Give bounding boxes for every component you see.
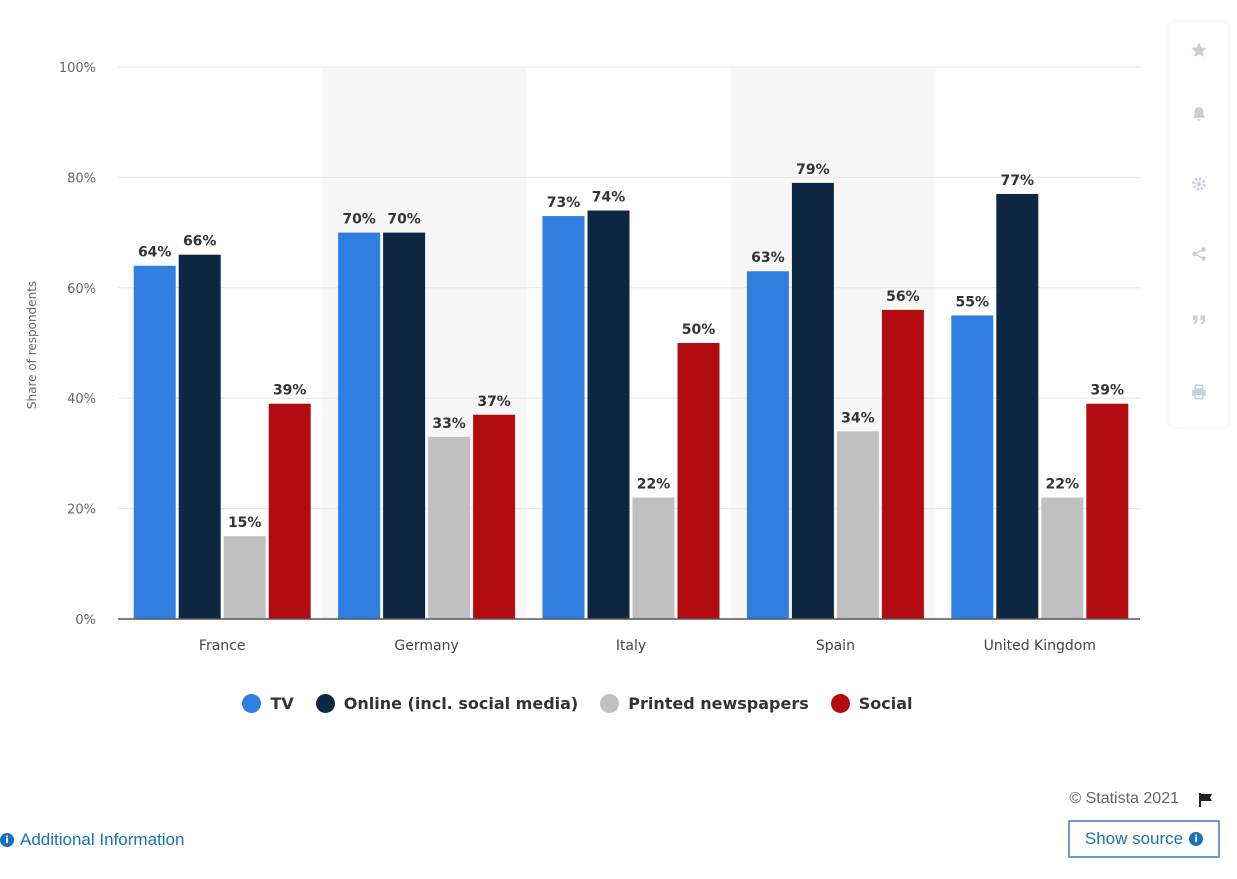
print-button[interactable] [1170, 366, 1228, 418]
bar[interactable] [383, 232, 426, 619]
data-label: 15% [228, 515, 262, 531]
bar[interactable] [542, 216, 585, 620]
data-label: 34% [841, 410, 875, 426]
legend-item-printed-newspapers[interactable]: Printed newspapers [600, 694, 809, 713]
bar[interactable] [881, 309, 924, 619]
data-label: 74% [592, 190, 626, 206]
data-labels: 64% 66% 15% 39% 70% 70% 33% 37% 73% 74% 22% 50% 63% 7… [138, 162, 1124, 531]
legend-marker [242, 694, 262, 713]
x-axis-labels: France Germany Italy Spain United Kingdom [199, 638, 1096, 654]
favorite-button[interactable] [1170, 24, 1228, 76]
legend-marker [600, 694, 620, 713]
data-label: 79% [796, 162, 830, 178]
data-label: 33% [432, 416, 466, 432]
data-label: 22% [637, 477, 671, 493]
bar[interactable] [677, 343, 720, 619]
info-icon: i [0, 833, 14, 847]
data-label: 64% [138, 245, 172, 261]
share-button[interactable] [1170, 228, 1228, 280]
bar-chart: 0%20%40%60%80%100% Share of respondents … [25, 61, 1140, 654]
y-tick-label: 0% [75, 613, 96, 628]
y-tick-label: 60% [67, 282, 96, 297]
bell-icon [1193, 107, 1205, 121]
legend-label: Printed newspapers [628, 694, 809, 713]
bar[interactable] [791, 182, 834, 620]
data-label: 66% [183, 234, 217, 250]
data-label: 70% [342, 212, 376, 228]
flag-icon[interactable] [1198, 792, 1214, 808]
additional-information-link[interactable]: i Additional Information [0, 830, 184, 850]
legend-label: TV [270, 694, 294, 713]
bar[interactable] [133, 265, 176, 619]
data-label: 22% [1046, 477, 1080, 493]
legend-label: Online (incl. social media) [343, 694, 579, 713]
x-tick-label: Italy [616, 638, 646, 654]
legend-item-online[interactable]: Online (incl. social media) [315, 694, 579, 713]
data-label: 56% [886, 289, 920, 305]
bar[interactable] [1086, 403, 1129, 619]
bar[interactable] [338, 232, 381, 619]
y-tick-label: 20% [67, 503, 96, 518]
gear-icon [1192, 177, 1206, 191]
settings-button[interactable] [1170, 158, 1228, 210]
legend-item-social[interactable]: Social [830, 694, 913, 713]
y-axis-label: Share of respondents [25, 281, 39, 409]
legend-marker [315, 694, 335, 713]
x-tick-label: France [199, 638, 246, 654]
bar[interactable] [587, 210, 630, 619]
data-label: 73% [547, 195, 581, 211]
bar[interactable] [473, 414, 516, 619]
bar[interactable] [746, 271, 789, 619]
print-icon [1192, 384, 1206, 400]
legend-item-tv[interactable]: TV [242, 694, 294, 713]
show-source-label: Show source [1084, 829, 1184, 848]
copyright-text: © Statista 2021 [1069, 790, 1179, 807]
data-label: 63% [751, 250, 785, 266]
x-tick-label: Germany [394, 638, 458, 654]
bar[interactable] [836, 431, 879, 619]
quote-icon [1193, 315, 1205, 325]
y-axis-ticks: 0% 20% 40% 60% 80% 100% [59, 61, 96, 628]
data-label: 70% [387, 212, 421, 228]
chart-tools-sidebar [1170, 22, 1228, 427]
bar[interactable] [996, 193, 1039, 619]
bar[interactable] [223, 536, 266, 619]
bar[interactable] [178, 254, 221, 619]
data-label: 37% [477, 394, 511, 410]
show-source-button[interactable]: Show source i [1068, 820, 1220, 858]
legend-marker [830, 694, 850, 713]
additional-information-label: Additional Information [20, 830, 185, 849]
bar[interactable] [1041, 497, 1084, 619]
bar[interactable] [632, 497, 675, 619]
data-label: 39% [273, 383, 307, 399]
data-label: 77% [1001, 173, 1035, 189]
y-tick-label: 100% [59, 61, 96, 76]
y-tick-label: 40% [67, 392, 96, 407]
bar[interactable] [428, 436, 471, 619]
x-tick-label: United Kingdom [984, 638, 1096, 654]
data-label: 55% [956, 294, 990, 310]
x-tick-label: Spain [816, 638, 855, 654]
notification-button[interactable] [1170, 88, 1228, 140]
info-icon: i [1189, 832, 1204, 846]
bar[interactable] [268, 403, 311, 619]
data-label: 39% [1091, 383, 1125, 399]
legend: TV Online (incl. social media) Printed n… [0, 694, 1155, 713]
bar[interactable] [951, 315, 994, 619]
data-label: 50% [682, 322, 716, 338]
cite-button[interactable] [1170, 294, 1228, 346]
legend-label: Social [858, 694, 913, 713]
bars [133, 182, 1129, 620]
share-icon [1192, 247, 1206, 261]
y-tick-label: 80% [67, 171, 96, 186]
star-icon [1191, 42, 1207, 57]
